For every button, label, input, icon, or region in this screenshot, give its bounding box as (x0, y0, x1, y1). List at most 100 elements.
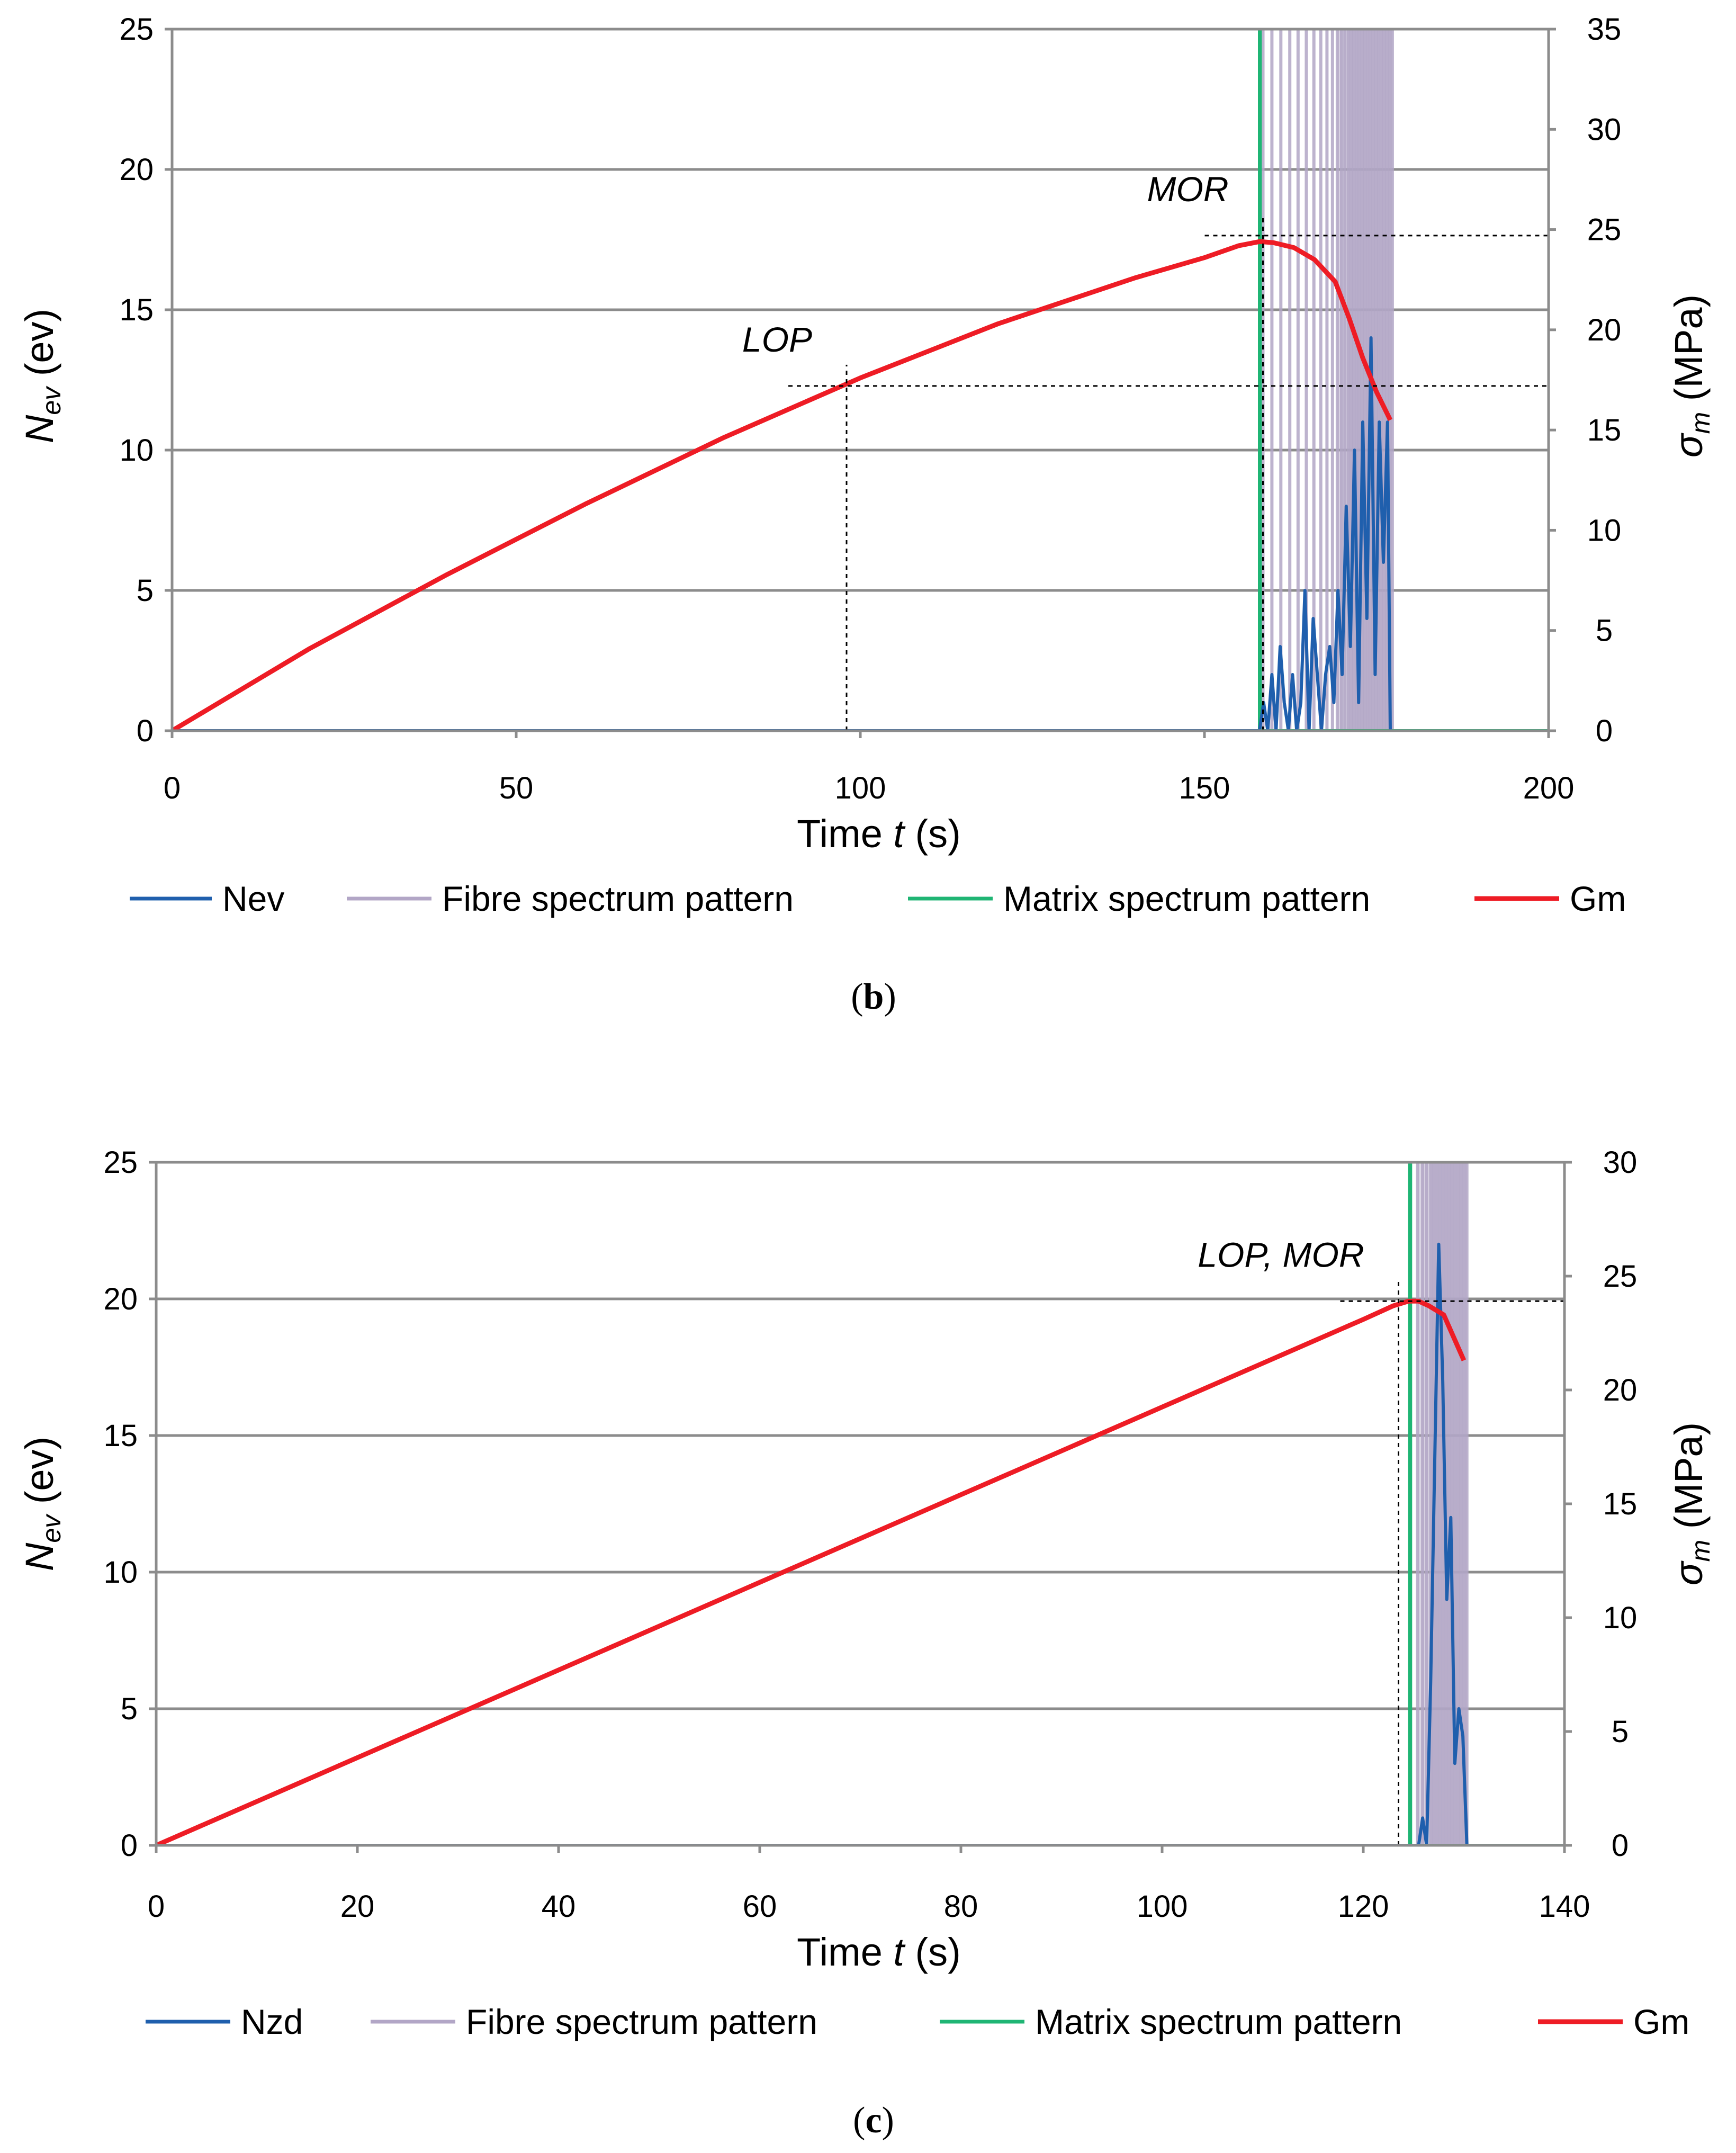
legend-label: Matrix spectrum pattern (1035, 2002, 1402, 2041)
fibre-spike-fill (1464, 1162, 1467, 1845)
x-tick-label: 150 (1179, 771, 1230, 805)
series-layer (156, 1162, 1564, 1845)
fibre-spike-fill (1389, 29, 1392, 731)
annotation: MOR (1147, 169, 1549, 731)
legend-item-matrix: Matrix spectrum pattern (940, 2002, 1402, 2041)
legend-item-nev: Nev (130, 879, 284, 918)
legend-label: Gm (1570, 879, 1626, 918)
series-fibre-spectrum-pattern (1416, 1162, 1469, 1845)
y2-tick-label: 20 (1603, 1373, 1638, 1407)
legend-item-matrix: Matrix spectrum pattern (908, 879, 1370, 918)
y2-tick-label: 5 (1596, 614, 1613, 648)
series-nzd (156, 1242, 1469, 1845)
x-tick-label: 100 (1137, 1889, 1188, 1924)
fibre-spike-fill (1423, 1162, 1427, 1845)
fibre-spike-fill (1356, 29, 1360, 731)
y2-tick-label: 20 (1587, 313, 1622, 347)
series-layer (172, 29, 1549, 731)
panel-label: (c) (853, 2100, 894, 2141)
y2-tick-label: 25 (1587, 213, 1622, 247)
series-nev (172, 336, 1392, 731)
fibre-spike-fill (1452, 1162, 1455, 1845)
fibre-spike-fill (1345, 29, 1348, 731)
y2-tick-label: 25 (1603, 1259, 1638, 1294)
legend: Nzd Fibre spectrum pattern Matrix spectr… (146, 2002, 1689, 2041)
fibre-spike-fill (1373, 29, 1376, 731)
y2-tick-label: 30 (1587, 112, 1622, 147)
x-tick-label: 60 (743, 1889, 777, 1924)
axes: 0 5 10 15 20 25 0 5 10 15 20 25 30 35 0 50 100 150 200 (119, 12, 1621, 805)
series-gm (156, 1298, 1467, 1845)
legend-item-gm: Gm (1474, 879, 1626, 918)
fibre-spike-fill (1351, 29, 1354, 731)
x-tick-label: 80 (944, 1889, 978, 1924)
fibre-spike-fill (1375, 29, 1379, 731)
y-tick-label: 25 (103, 1145, 138, 1180)
fibre-spike-fill (1378, 29, 1382, 731)
fibre-spike-fill (1458, 1162, 1461, 1845)
fibre-spike-fill (1362, 29, 1365, 731)
annotation-label: MOR (1147, 169, 1229, 209)
x-tick-label: 140 (1539, 1889, 1590, 1924)
y-tick-label: 5 (137, 573, 154, 608)
fibre-spike-fill (1454, 1162, 1458, 1845)
fibre-spike-fill (1449, 1162, 1452, 1845)
y2-axis-title: σm (MPa) (1667, 294, 1715, 457)
fibre-spike-fill (1364, 29, 1368, 731)
legend-item-nzd: Nzd (146, 2002, 303, 2041)
legend: Nev Fibre spectrum pattern Matrix spectr… (130, 879, 1626, 918)
fibre-spike-fill (1354, 29, 1357, 731)
legend-label: Fibre spectrum pattern (442, 879, 794, 918)
annotation: LOP (742, 320, 1549, 731)
y2-axis-title: σm (MPa) (1667, 1422, 1715, 1585)
x-axis-title: Time t (s) (797, 812, 961, 856)
chart-panel-c: LOP, MOR 0 5 10 15 20 25 0 5 10 15 20 25 30 0 20 40 60 80… (17, 1145, 1715, 2141)
y-tick-label: 15 (119, 293, 154, 327)
annotations: LOP, MOR (1198, 1235, 1564, 1845)
legend-item-fibre: Fibre spectrum pattern (371, 2002, 817, 2041)
x-tick-label: 0 (148, 1889, 165, 1924)
annotation-label: LOP (742, 320, 812, 359)
y-axis-title: Nev (ev) (17, 309, 66, 443)
fibre-spike-fill (1341, 29, 1345, 731)
y2-tick-label: 30 (1603, 1145, 1638, 1180)
legend-item-fibre: Fibre spectrum pattern (347, 879, 794, 918)
legend-item-gm: Gm (1538, 2002, 1689, 2041)
legend-label: Nzd (241, 2002, 303, 2041)
y-tick-label: 0 (121, 1828, 138, 1863)
fibre-spike-fill (1337, 29, 1342, 731)
y-tick-label: 10 (119, 433, 154, 468)
fibre-spike-fill (1431, 1162, 1434, 1845)
legend-label: Gm (1633, 2002, 1689, 2041)
legend-label: Matrix spectrum pattern (1003, 879, 1370, 918)
fibre-spike-fill (1461, 1162, 1464, 1845)
y2-tick-label: 35 (1587, 12, 1622, 47)
fibre-spike-fill (1436, 1162, 1440, 1845)
y-tick-label: 10 (103, 1555, 138, 1590)
legend-label: Fibre spectrum pattern (466, 2002, 817, 2041)
x-tick-label: 40 (542, 1889, 576, 1924)
series-gm (172, 239, 1393, 731)
y-tick-label: 20 (103, 1282, 138, 1316)
y2-tick-label: 5 (1612, 1715, 1629, 1749)
x-tick-label: 0 (164, 771, 181, 805)
fibre-spike-fill (1348, 29, 1351, 731)
y-axis-title: Nev (ev) (17, 1437, 66, 1571)
x-tick-label: 200 (1523, 771, 1575, 805)
y-tick-label: 25 (119, 12, 154, 47)
axes: 0 5 10 15 20 25 0 5 10 15 20 25 30 0 20 40 60 80 100 120 140 (103, 1145, 1637, 1924)
y-tick-label: 15 (103, 1419, 138, 1453)
x-axis-title: Time t (s) (797, 1930, 961, 1974)
fibre-spike-fill (1417, 1162, 1423, 1845)
annotation-label: LOP, MOR (1198, 1235, 1364, 1274)
fibre-spike-fill (1440, 1162, 1443, 1845)
panel-label: (b) (851, 976, 896, 1017)
fibre-spike-fill (1445, 1162, 1449, 1845)
y2-tick-label: 0 (1612, 1828, 1629, 1863)
fibre-spike-fill (1384, 29, 1387, 731)
fibre-spike-fill (1359, 29, 1362, 731)
fibre-spike-fill (1426, 1162, 1431, 1845)
y2-tick-label: 15 (1603, 1487, 1638, 1521)
legend-label: Nev (222, 879, 284, 918)
